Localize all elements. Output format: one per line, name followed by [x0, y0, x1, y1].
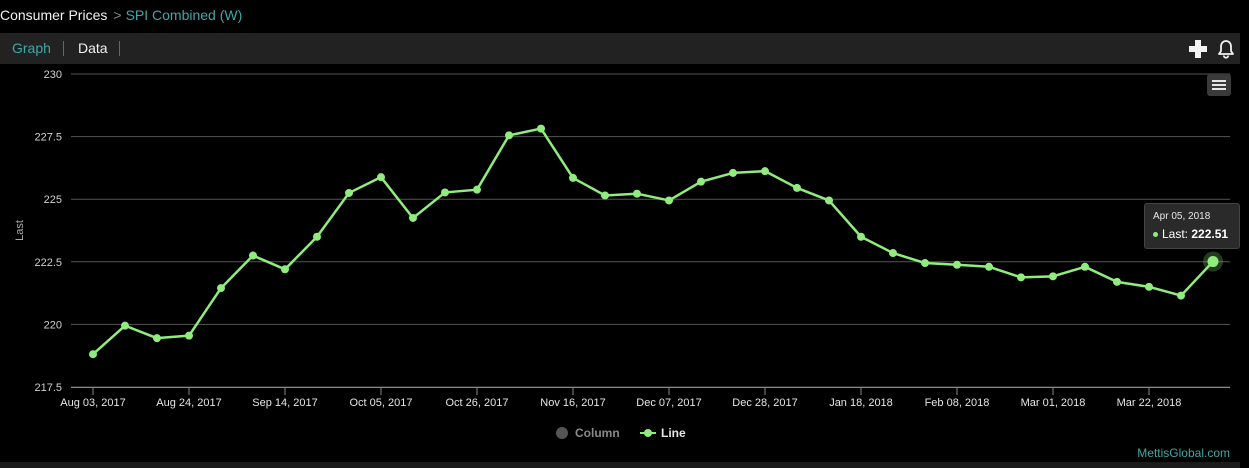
breadcrumb-root[interactable]: Consumer Prices — [0, 7, 108, 23]
view-tab-bar: Graph Data — [0, 33, 1240, 64]
tab-divider — [63, 41, 64, 56]
breadcrumb-separator: > — [113, 7, 122, 23]
x-tick-label: Jan 18, 2018 — [829, 397, 893, 409]
data-point — [857, 232, 865, 241]
breadcrumb: Consumer Prices > SPI Combined (W) — [0, 7, 242, 23]
x-tick-label: Aug 03, 2017 — [60, 397, 125, 409]
x-tick-label: Mar 22, 2018 — [1117, 397, 1182, 409]
bottom-bar — [0, 462, 1240, 468]
data-point — [249, 251, 257, 260]
tab-divider — [119, 41, 120, 56]
data-point — [1081, 262, 1089, 271]
data-point — [153, 334, 161, 343]
data-point — [793, 183, 801, 192]
credit-link[interactable]: MettisGlobal.com — [1137, 446, 1230, 460]
data-point — [985, 262, 993, 271]
x-tick-label: Oct 05, 2017 — [350, 397, 413, 409]
y-tick-label: 227.5 — [34, 132, 62, 144]
data-point — [601, 191, 609, 200]
x-tick-label: Sep 14, 2017 — [252, 397, 317, 409]
chart-menu-button[interactable] — [1207, 74, 1231, 96]
data-point — [1177, 291, 1185, 300]
legend-item-line[interactable]: Line — [640, 426, 686, 440]
x-tick-label: Nov 16, 2017 — [540, 397, 605, 409]
chart-area: 217.5 220 222.5 225 227.5 230 Aug 03, 2017 Aug … — [0, 64, 1249, 468]
data-point — [409, 213, 417, 222]
legend-item-column[interactable]: Column — [556, 426, 620, 440]
x-tick-label: Mar 01, 2018 — [1021, 397, 1086, 409]
x-tick-label: Oct 26, 2017 — [446, 397, 509, 409]
data-point — [473, 185, 481, 194]
x-tick-label: Aug 24, 2017 — [156, 397, 221, 409]
legend-marker-line — [640, 427, 656, 439]
data-point — [729, 168, 737, 177]
tab-graph[interactable]: Graph — [12, 40, 51, 56]
data-point — [1207, 256, 1219, 268]
y-tick-label: 222.5 — [34, 257, 62, 269]
y-tick-label: 217.5 — [34, 382, 62, 394]
data-point — [825, 196, 833, 205]
data-point — [313, 232, 321, 241]
series-line — [92, 127, 1214, 356]
legend-label-line: Line — [661, 426, 686, 440]
data-point — [921, 259, 929, 268]
x-tick-label: Dec 28, 2017 — [732, 397, 797, 409]
data-point — [217, 284, 225, 293]
y-tick-label: 225 — [44, 194, 62, 206]
data-point — [569, 173, 577, 182]
data-point — [185, 331, 193, 340]
tooltip-value-line: Last: 222.51 — [1153, 227, 1228, 241]
hamburger-icon — [1212, 84, 1226, 86]
x-tick-label: Dec 07, 2017 — [636, 397, 701, 409]
data-point — [377, 173, 385, 182]
data-point — [1017, 273, 1025, 282]
tooltip-value: 222.51 — [1191, 227, 1229, 241]
y-tick-label: 220 — [44, 319, 62, 331]
line-chart: 217.5 220 222.5 225 227.5 230 Aug 03, 2017 Aug … — [14, 69, 1230, 409]
hamburger-icon — [1212, 80, 1226, 82]
legend-marker-column — [556, 427, 568, 439]
plus-icon[interactable] — [1187, 38, 1209, 60]
data-point — [505, 131, 513, 140]
data-point — [761, 167, 769, 176]
data-point — [1049, 272, 1057, 281]
data-point — [441, 188, 449, 197]
data-point — [953, 260, 961, 269]
data-point — [1145, 282, 1153, 291]
data-point — [697, 177, 705, 186]
data-point — [1113, 277, 1121, 286]
bell-icon[interactable] — [1215, 38, 1237, 60]
data-point — [89, 350, 97, 359]
legend-label-column: Column — [575, 426, 620, 440]
y-axis-title: Last — [14, 220, 26, 241]
y-tick-label: 230 — [44, 69, 62, 81]
data-point — [537, 124, 545, 133]
data-point — [665, 196, 673, 205]
data-point — [281, 265, 289, 274]
hamburger-icon — [1212, 88, 1226, 90]
data-point — [633, 189, 641, 198]
tooltip-series-dot — [1153, 232, 1158, 238]
tab-data[interactable]: Data — [78, 40, 108, 56]
breadcrumb-current[interactable]: SPI Combined (W) — [125, 7, 243, 23]
x-tick-label: Feb 08, 2018 — [925, 397, 990, 409]
data-point — [345, 188, 353, 197]
data-point — [121, 321, 129, 330]
tooltip-label: Last: — [1162, 227, 1189, 241]
chart-tooltip: Apr 05, 2018 Last: 222.51 — [1144, 203, 1240, 249]
data-point — [889, 249, 897, 258]
tooltip-date: Apr 05, 2018 — [1153, 211, 1211, 222]
